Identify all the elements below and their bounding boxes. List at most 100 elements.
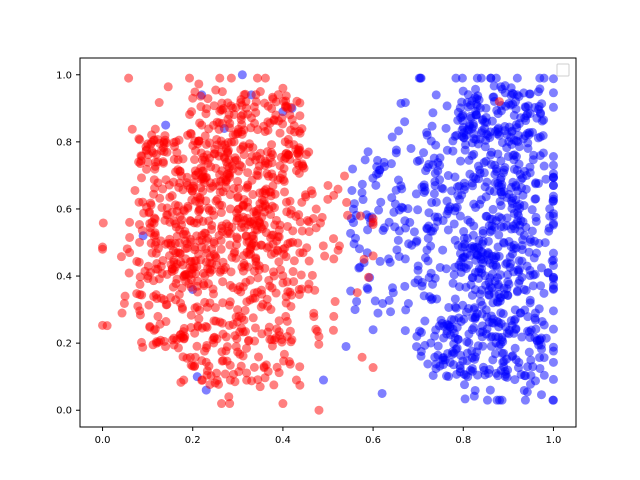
blue-point [471, 84, 481, 94]
blue-point [491, 164, 501, 174]
blue-point [504, 189, 514, 199]
blue-point [400, 98, 410, 108]
red-point [215, 73, 225, 83]
blue-point [459, 233, 469, 243]
blue-point [548, 160, 558, 170]
red-point [285, 196, 295, 206]
red-point [242, 368, 252, 378]
red-point [304, 147, 314, 157]
blue-point [455, 248, 465, 258]
red-point [215, 317, 225, 327]
red-point [135, 135, 145, 145]
blue-point [475, 327, 485, 337]
red-point [181, 230, 191, 240]
red-point [188, 361, 198, 371]
red-point [145, 322, 155, 332]
blue-point [493, 371, 503, 381]
blue-point [514, 357, 524, 367]
blue-point [435, 153, 445, 163]
blue-point [523, 143, 533, 153]
blue-point [536, 390, 546, 400]
blue-point [538, 148, 548, 158]
blue-point [350, 305, 360, 315]
red-point [143, 139, 153, 149]
red-point [254, 261, 264, 271]
red-point [160, 131, 170, 141]
red-point [280, 187, 290, 197]
x-tick-label: 0.6 [365, 435, 381, 446]
red-point [297, 226, 307, 236]
red-point [169, 154, 179, 164]
blue-point [522, 387, 532, 397]
blue-point [525, 237, 535, 247]
blue-point [548, 220, 558, 230]
red-point [194, 314, 204, 324]
red-point [179, 271, 189, 281]
blue-point [460, 394, 470, 404]
blue-point [419, 291, 429, 301]
blue-point [495, 196, 505, 206]
y-tick-label: 0.4 [56, 272, 72, 283]
red-point [173, 343, 183, 353]
blue-point [527, 205, 537, 215]
blue-point [372, 169, 382, 179]
blue-point [476, 73, 486, 83]
blue-point [470, 385, 480, 395]
red-point [209, 289, 219, 299]
blue-point [428, 108, 438, 118]
red-point [225, 399, 235, 409]
red-point [134, 157, 144, 167]
blue-point [524, 247, 534, 257]
blue-point [485, 385, 495, 395]
blue-point [370, 296, 380, 306]
blue-point [422, 130, 432, 140]
red-point [267, 158, 277, 168]
red-point [237, 120, 247, 130]
blue-point [444, 302, 454, 312]
red-point [175, 166, 185, 176]
red-point [263, 301, 273, 311]
blue-point [496, 222, 506, 232]
blue-point [455, 367, 465, 377]
red-point [257, 195, 267, 205]
red-point [137, 226, 147, 236]
blue-point [500, 126, 510, 136]
red-point [120, 291, 130, 301]
blue-point [496, 213, 506, 223]
red-point [147, 217, 157, 227]
blue-point [471, 174, 481, 184]
blue-point [447, 186, 457, 196]
red-point [98, 320, 108, 330]
blue-point [419, 148, 429, 158]
blue-point [548, 88, 558, 98]
blue-point [454, 282, 464, 292]
red-point [494, 97, 504, 107]
blue-point [518, 235, 528, 245]
blue-point [484, 368, 494, 378]
red-point [125, 217, 135, 227]
blue-point [430, 177, 440, 187]
blue-point [430, 331, 440, 341]
blue-point [416, 327, 426, 337]
red-point [295, 145, 305, 155]
blue-point [509, 208, 519, 218]
red-point [304, 227, 314, 237]
red-point [252, 73, 262, 83]
blue-point [511, 180, 521, 190]
red-point [309, 308, 319, 318]
red-point [205, 178, 215, 188]
blue-point [547, 256, 557, 266]
red-point [219, 152, 229, 162]
blue-point [489, 255, 499, 265]
blue-point [456, 267, 466, 277]
blue-point [524, 130, 534, 140]
blue-point [471, 255, 481, 265]
blue-point [400, 281, 410, 291]
red-point [186, 310, 196, 320]
blue-point [529, 150, 539, 160]
blue-point [525, 295, 535, 305]
blue-point [368, 325, 378, 335]
red-point [328, 325, 338, 335]
blue-point [398, 203, 408, 213]
red-point [266, 209, 276, 219]
